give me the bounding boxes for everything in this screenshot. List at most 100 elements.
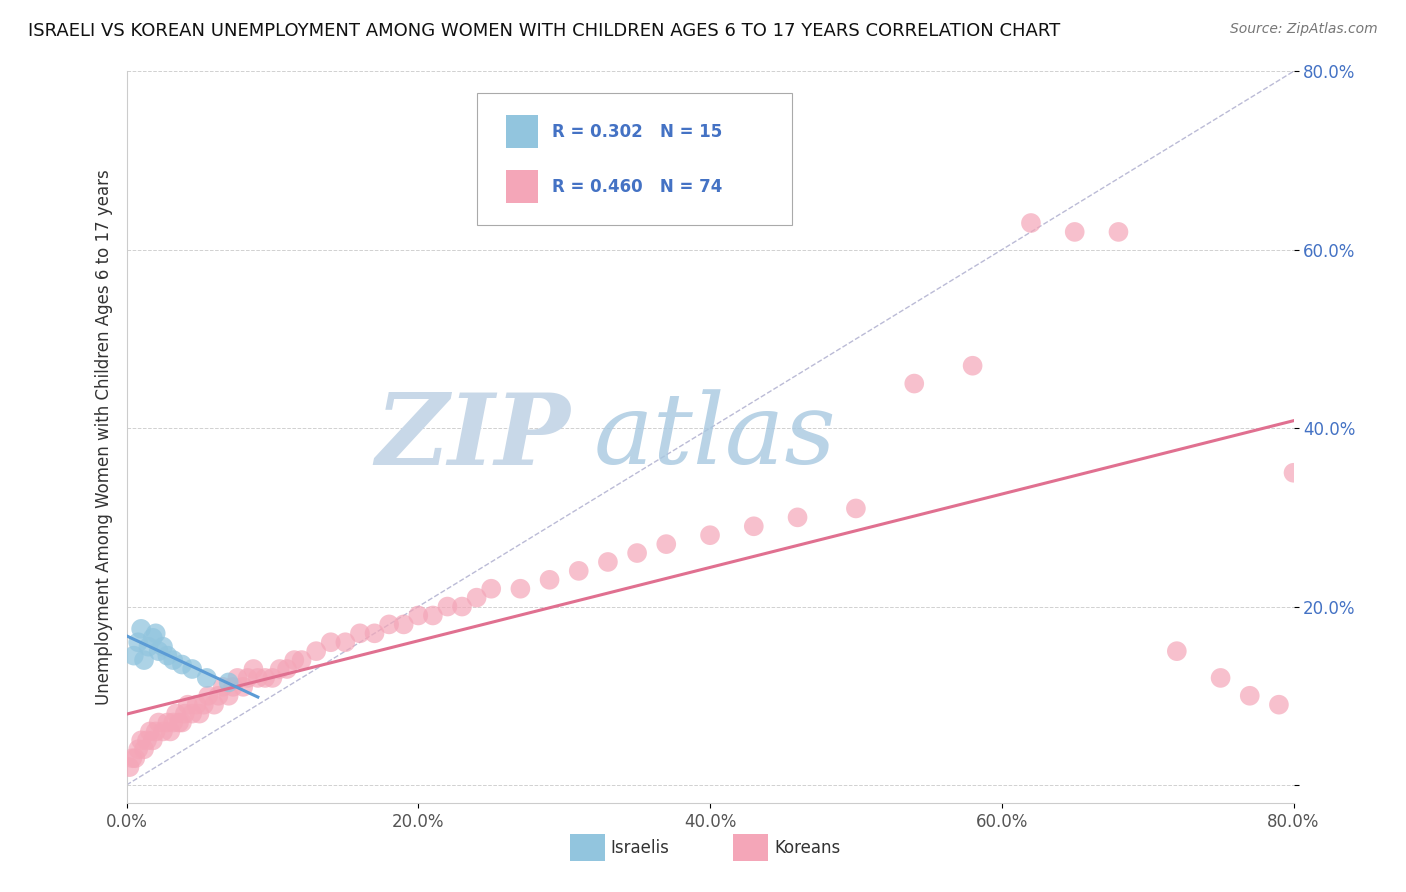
Point: [436, 599, 458, 614]
Point: [197, 689, 219, 703]
Bar: [734, 833, 768, 862]
Point: [626, 546, 648, 560]
Point: [211, 680, 233, 694]
Point: [148, 715, 170, 730]
Point: [174, 706, 197, 721]
Point: [152, 640, 174, 654]
Bar: [506, 115, 538, 148]
Point: [655, 537, 678, 551]
Point: [156, 715, 179, 730]
Point: [156, 648, 179, 663]
Point: [127, 635, 149, 649]
Y-axis label: Unemployment Among Women with Children Ages 6 to 17 years: Unemployment Among Women with Children A…: [94, 169, 112, 705]
Point: [142, 733, 165, 747]
Point: [422, 608, 444, 623]
FancyBboxPatch shape: [477, 94, 792, 225]
Point: [319, 635, 342, 649]
Point: [218, 675, 240, 690]
Text: ISRAELI VS KOREAN UNEMPLOYMENT AMONG WOMEN WITH CHILDREN AGES 6 TO 17 YEARS CORR: ISRAELI VS KOREAN UNEMPLOYMENT AMONG WOM…: [28, 22, 1060, 40]
Point: [699, 528, 721, 542]
Point: [226, 671, 249, 685]
Point: [1209, 671, 1232, 685]
Point: [962, 359, 984, 373]
Point: [170, 657, 193, 672]
Point: [129, 733, 152, 747]
Bar: [506, 170, 538, 203]
Point: [181, 706, 204, 721]
Point: [845, 501, 868, 516]
Point: [269, 662, 291, 676]
Point: [177, 698, 200, 712]
Point: [152, 724, 174, 739]
Text: Koreans: Koreans: [775, 839, 841, 857]
Point: [465, 591, 488, 605]
Point: [124, 751, 146, 765]
Point: [596, 555, 619, 569]
Point: [186, 698, 208, 712]
Point: [202, 698, 225, 712]
Point: [132, 653, 155, 667]
Point: [786, 510, 808, 524]
Point: [903, 376, 925, 391]
Point: [283, 653, 305, 667]
Point: [378, 617, 401, 632]
Point: [242, 662, 264, 676]
Point: [1239, 689, 1261, 703]
Text: Israelis: Israelis: [610, 839, 669, 857]
Point: [170, 715, 193, 730]
Point: [145, 626, 167, 640]
Text: ZIP: ZIP: [375, 389, 569, 485]
Point: [218, 689, 240, 703]
Point: [162, 715, 184, 730]
Point: [538, 573, 561, 587]
Point: [335, 635, 357, 649]
Point: [139, 724, 162, 739]
Point: [122, 648, 145, 663]
Point: [159, 724, 181, 739]
Point: [305, 644, 328, 658]
Point: [127, 742, 149, 756]
Point: [1063, 225, 1085, 239]
Point: [408, 608, 430, 623]
Point: [451, 599, 474, 614]
Point: [136, 733, 159, 747]
Point: [479, 582, 502, 596]
Point: [181, 662, 204, 676]
Point: [167, 715, 190, 730]
Point: [193, 698, 215, 712]
Point: [195, 671, 218, 685]
Point: [142, 631, 165, 645]
Point: [222, 680, 245, 694]
Point: [276, 662, 298, 676]
Point: [236, 671, 259, 685]
Point: [1282, 466, 1305, 480]
Point: [349, 626, 371, 640]
Point: [742, 519, 765, 533]
Point: [392, 617, 415, 632]
Point: [207, 689, 229, 703]
Point: [1268, 698, 1291, 712]
Point: [165, 706, 187, 721]
Point: [1019, 216, 1042, 230]
Bar: [569, 833, 605, 862]
Point: [509, 582, 531, 596]
Point: [148, 644, 170, 658]
Point: [290, 653, 312, 667]
Point: [1108, 225, 1130, 239]
Point: [145, 724, 167, 739]
Point: [262, 671, 284, 685]
Point: [568, 564, 591, 578]
Point: [162, 653, 184, 667]
Point: [118, 760, 141, 774]
Point: [121, 751, 143, 765]
Point: [254, 671, 277, 685]
Point: [129, 622, 152, 636]
Point: [1166, 644, 1188, 658]
Point: [188, 706, 211, 721]
Point: [132, 742, 155, 756]
Point: [363, 626, 385, 640]
Text: R = 0.302   N = 15: R = 0.302 N = 15: [553, 123, 723, 141]
Text: Source: ZipAtlas.com: Source: ZipAtlas.com: [1230, 22, 1378, 37]
Point: [246, 671, 269, 685]
Point: [232, 680, 254, 694]
